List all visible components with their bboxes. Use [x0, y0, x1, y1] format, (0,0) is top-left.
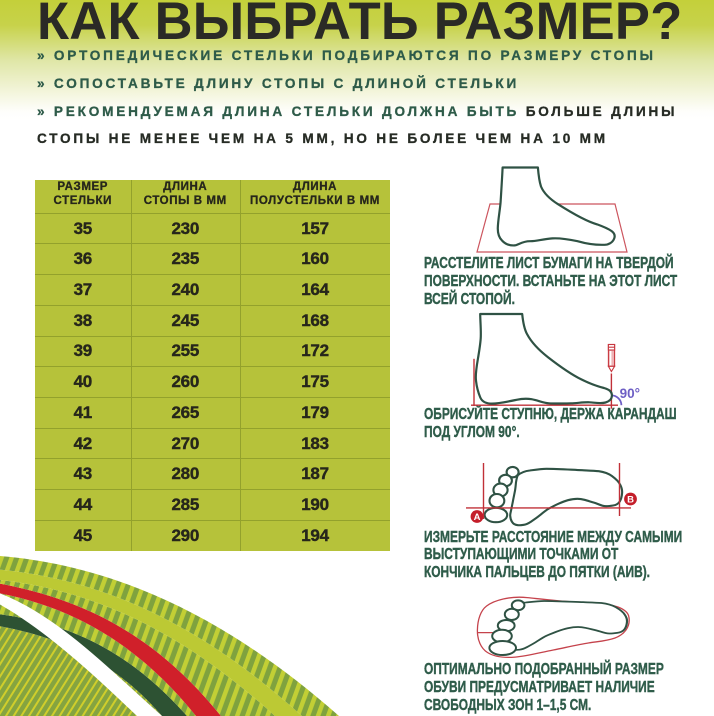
svg-text:90°: 90°	[620, 386, 640, 401]
svg-text:A: A	[474, 512, 481, 523]
svg-text:B: B	[627, 495, 634, 506]
